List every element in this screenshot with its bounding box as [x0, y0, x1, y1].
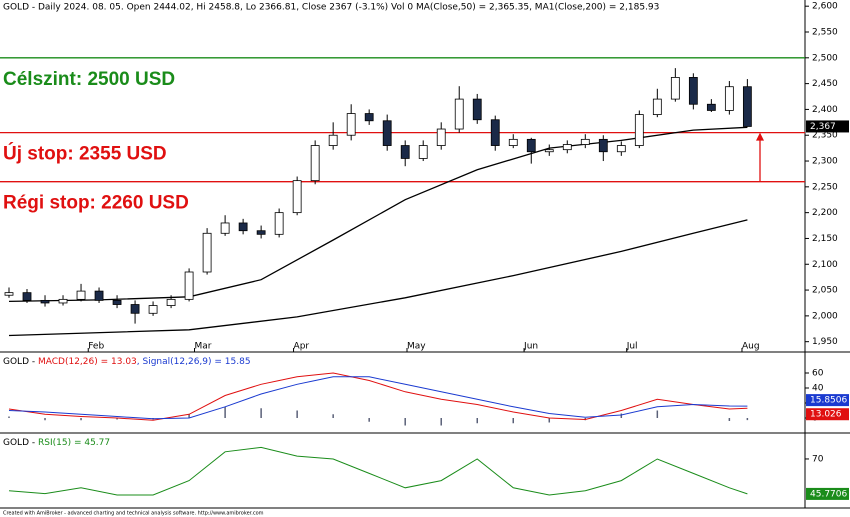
candle-body — [220, 222, 230, 234]
arrow-head — [756, 132, 764, 141]
candle-body — [436, 128, 446, 146]
annotation: Célszint: 2500 USD — [3, 69, 175, 90]
panel-title-part: , Signal(12,26,9) = 15.85 — [137, 357, 251, 367]
y-tick-label: 2,550 — [812, 28, 838, 38]
y-tick-label: 1,950 — [812, 337, 838, 347]
indicator-line — [8, 372, 748, 421]
moving-average — [8, 126, 748, 303]
y-tick-label: 2,000 — [812, 311, 838, 321]
x-tick-label: Mar — [194, 342, 211, 352]
y-tick-label: 40 — [812, 384, 824, 394]
value-box — [806, 408, 849, 421]
panel-title: GOLD - MACD(12,26) = 13.03, Signal(12,26… — [3, 357, 251, 367]
candle-body — [112, 299, 122, 305]
y-tick-label: 2,300 — [812, 157, 838, 167]
y-tick-label: 2,050 — [812, 286, 838, 296]
candle-body — [598, 138, 608, 153]
panel-title-part: RSI(15) = 45.77 — [38, 438, 110, 448]
value-box-label: 13.026 — [810, 410, 842, 420]
candle-body — [544, 149, 554, 153]
candle-body — [76, 290, 86, 300]
panel-title-part: MACD(12,26) = 13.03 — [38, 357, 137, 367]
x-tick-label: May — [407, 342, 426, 352]
indicator-line — [8, 446, 748, 496]
candle-body — [310, 145, 320, 182]
footer: Created with AmiBroker - advanced charti… — [3, 511, 264, 517]
y-tick-label: 2,200 — [812, 208, 838, 218]
y-tick-label: 2,600 — [812, 2, 838, 12]
candle-body — [400, 145, 410, 159]
chart-title: GOLD - Daily 2024. 08. 05. Open 2444.02,… — [3, 3, 659, 13]
candle-body — [490, 119, 500, 146]
y-tick-label: 2,400 — [812, 105, 838, 115]
candle-body — [508, 138, 518, 146]
x-tick-label: Jul — [626, 342, 638, 352]
candle-body — [148, 305, 158, 314]
candle-body — [238, 222, 248, 232]
candle-body — [688, 77, 698, 105]
candle-body — [724, 86, 734, 111]
candle-body — [256, 230, 266, 235]
candle-body — [40, 299, 50, 304]
x-tick-label: Jun — [523, 342, 538, 352]
candle-body — [292, 180, 302, 214]
y-tick-label: 2,450 — [812, 79, 838, 89]
value-box — [806, 487, 849, 500]
candle-body — [202, 232, 212, 273]
candle-body — [580, 138, 590, 145]
panel-title-part: GOLD - — [3, 438, 38, 448]
value-box — [806, 394, 849, 407]
candle-body — [706, 103, 716, 111]
candle-body — [616, 145, 626, 153]
candle-body — [328, 134, 338, 146]
candle-body — [94, 290, 104, 301]
candle-body — [526, 138, 536, 153]
candle-body — [670, 77, 680, 100]
y-tick-label: 2,350 — [812, 131, 838, 141]
value-box-label: 15.8506 — [810, 396, 847, 406]
value-box-label: 45.7706 — [810, 489, 847, 499]
y-tick-label: 2,250 — [812, 182, 838, 192]
y-tick-label: 2,500 — [812, 53, 838, 63]
candle-body — [166, 298, 176, 306]
candle-body — [58, 298, 68, 304]
annotation: Régi stop: 2260 USD — [3, 193, 189, 214]
x-tick-label: Feb — [88, 342, 104, 352]
y-tick-label: 2,100 — [812, 260, 838, 270]
indicator-line — [8, 376, 748, 420]
candle-body — [472, 98, 482, 121]
panel-title: GOLD - RSI(15) = 45.77 — [3, 438, 110, 448]
candle-body — [742, 86, 752, 127]
candle-body — [4, 292, 14, 296]
annotation: Új stop: 2355 USD — [3, 143, 167, 165]
x-tick-label: Aug — [742, 342, 760, 352]
candle-body — [562, 144, 572, 151]
candle-body — [274, 212, 284, 235]
candle-body — [184, 271, 194, 300]
value-box — [806, 120, 849, 133]
y-tick-label: 70 — [812, 454, 824, 464]
panel-title-part: GOLD - — [3, 357, 38, 367]
candle-body — [346, 113, 356, 136]
candle-body — [22, 292, 32, 301]
moving-average — [8, 219, 748, 337]
candle-body — [382, 120, 392, 146]
candle-body — [634, 114, 644, 146]
candle-body — [418, 145, 428, 159]
candle-body — [364, 113, 374, 122]
value-box-label: 2,367 — [810, 122, 836, 132]
candle-body — [652, 98, 662, 115]
candle-body — [454, 98, 464, 130]
x-tick-label: Apr — [294, 342, 310, 352]
candle-body — [130, 304, 140, 314]
y-tick-label: 60 — [812, 369, 824, 379]
y-tick-label: 2,150 — [812, 234, 838, 244]
